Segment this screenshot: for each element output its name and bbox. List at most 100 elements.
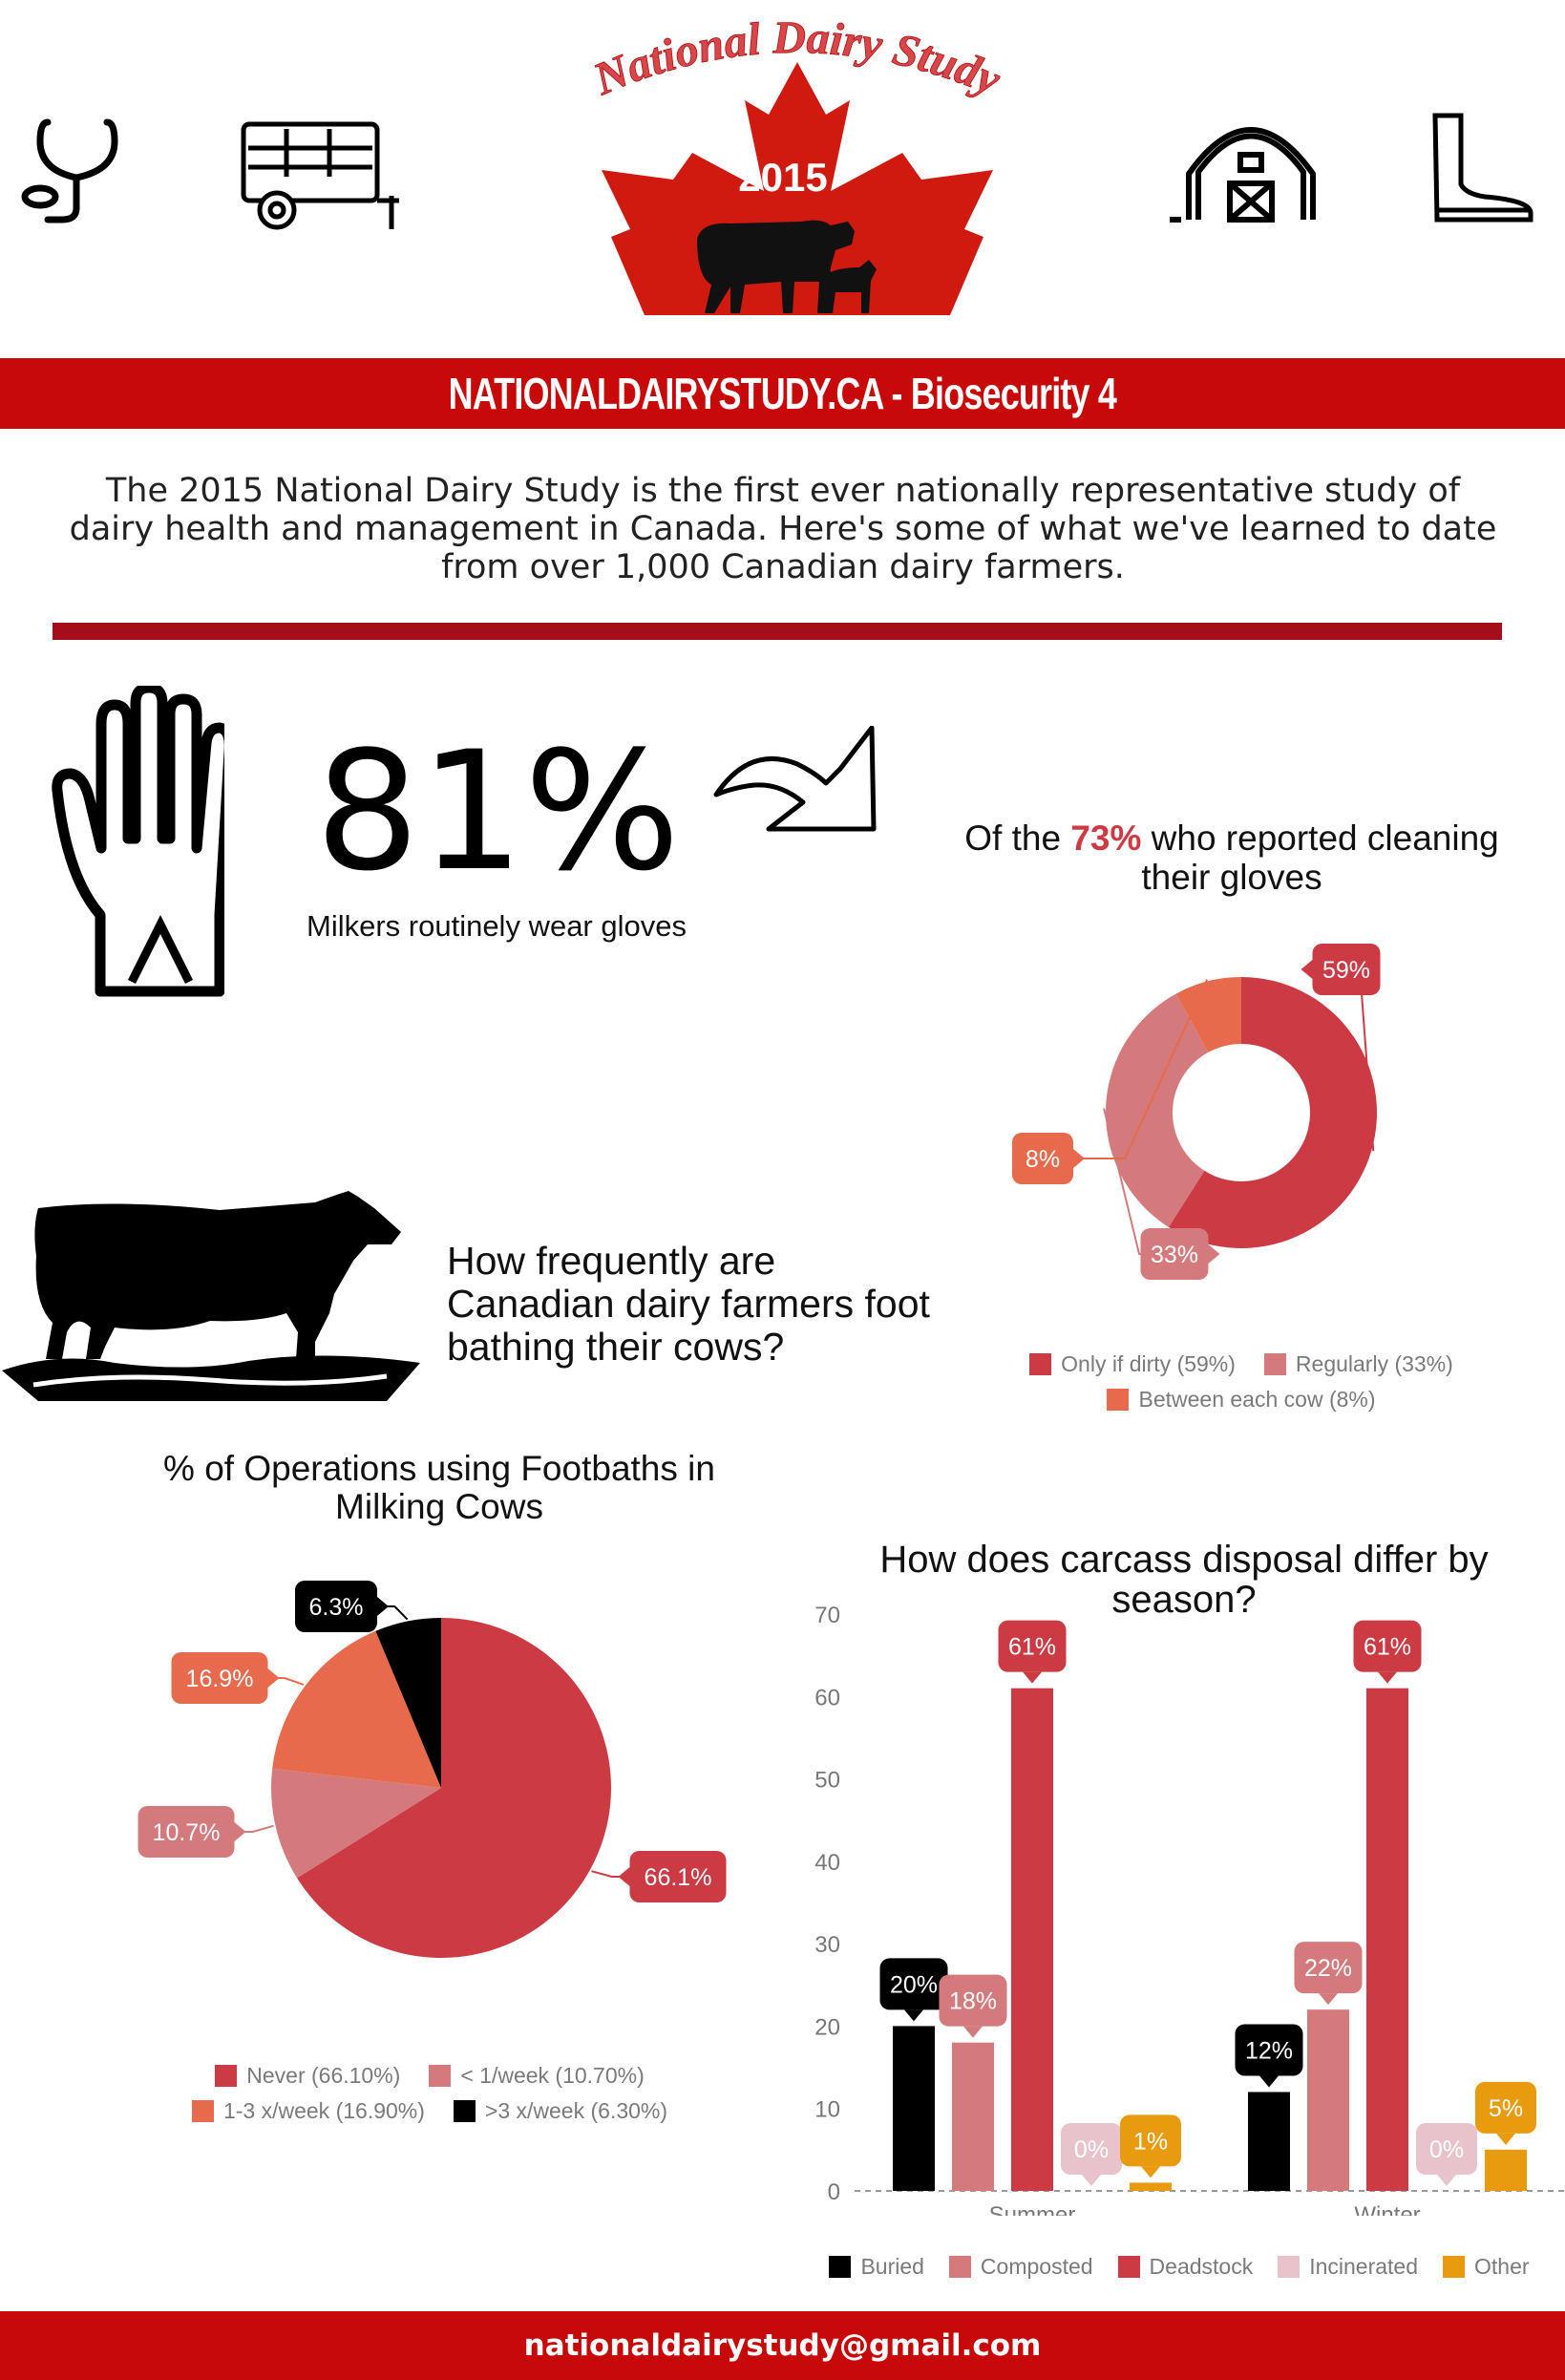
svg-text:61%: 61% — [1364, 1634, 1411, 1661]
cow-in-footbath-icon — [0, 1189, 434, 1409]
gloves-title-accent: 73% — [1070, 818, 1142, 858]
y-tick-label: 20 — [814, 2014, 840, 2040]
logo: National Dairy Study 2015 — [544, 10, 1041, 329]
title-banner: NATIONALDAIRYSTUDY.CA - Biosecurity 4 — [0, 358, 1565, 429]
legend-label: Deadstock — [1149, 2254, 1254, 2279]
legend-swatch — [1117, 2256, 1140, 2278]
bar-value-label: 0% — [1416, 2123, 1477, 2186]
svg-text:0%: 0% — [1074, 2136, 1109, 2163]
y-tick-label: 30 — [814, 1932, 840, 1958]
footer-bar: nationaldairystudy@gmail.com — [0, 2311, 1565, 2380]
bar-value-label: 22% — [1294, 1942, 1363, 2006]
legend-swatch — [1029, 1353, 1052, 1375]
svg-text:1%: 1% — [1133, 2128, 1168, 2155]
bar-value-label: 20% — [879, 1958, 948, 2022]
cow-and-calf-icon — [697, 220, 877, 313]
x-category-label: Winter — [1354, 2202, 1420, 2216]
footbath-chart-title: % of Operations using Footbaths in Milki… — [163, 1449, 715, 1526]
footbath-pie-chart: 66.1% 10.7% 16.9% 6.3% — [124, 1557, 735, 1967]
donut-legend: Only if dirty (59%) Regularly (33%) Betwee… — [993, 1351, 1490, 1413]
x-category-label: Summer — [989, 2202, 1076, 2216]
svg-text:33%: 33% — [1151, 1242, 1198, 1268]
svg-text:0%: 0% — [1429, 2136, 1464, 2163]
gloves-caption: Milkers routinely wear gloves — [307, 909, 687, 943]
svg-text:18%: 18% — [949, 1988, 997, 2015]
contact-email[interactable]: nationaldairystudy@gmail.com — [523, 2328, 1042, 2363]
legend-label: Incinerated — [1309, 2254, 1419, 2279]
bar-legend-item: Deadstock — [1117, 2254, 1254, 2280]
pie-value-label: 10.7% — [137, 1806, 246, 1858]
donut-slice-only-if-dirty-59 — [1168, 977, 1377, 1248]
bar-legend-item: Other — [1443, 2254, 1530, 2280]
rubber-boot-icon — [1428, 113, 1537, 227]
legend-label: >3 x/week (6.30%) — [484, 2098, 668, 2123]
legend-swatch — [829, 2256, 852, 2278]
bar-other-winter — [1485, 2149, 1527, 2191]
donut-slice-between-each-cow-8 — [1175, 977, 1241, 1052]
gloves-stat: 81% — [315, 715, 681, 907]
carcass-chart-title: How does carcass disposal differ by seas… — [879, 1539, 1489, 1621]
bar-value-label: 18% — [939, 1974, 1007, 2038]
bar-value-label: 1% — [1120, 2114, 1181, 2178]
pie-slice-1-week-10-70 — [271, 1768, 441, 1879]
legend-swatch — [1107, 1389, 1130, 1411]
pie-legend-item: >3 x/week (6.30%) — [453, 2098, 668, 2124]
banner-title: NATIONALDAIRYSTUDY.CA - Biosecurity 4 — [448, 369, 1117, 418]
bar-composted-winter — [1307, 2009, 1349, 2191]
stethoscope-icon — [19, 113, 148, 227]
svg-text:59%: 59% — [1322, 957, 1370, 984]
curved-arrow-icon — [711, 726, 878, 836]
legend-swatch — [948, 2256, 971, 2278]
svg-text:20%: 20% — [890, 1971, 938, 1998]
svg-text:22%: 22% — [1304, 1955, 1352, 1982]
pie-slice-never-66-10 — [297, 1618, 611, 1958]
legend-label: Only if dirty (59%) — [1061, 1351, 1236, 1376]
legend-label: 1-3 x/week (16.90%) — [222, 2098, 425, 2123]
pie-value-label: 6.3% — [295, 1581, 389, 1632]
carcass-legend: Buried Composted Deadstock Incinerated Other — [802, 2254, 1556, 2280]
bar-buried-summer — [893, 2026, 935, 2191]
pie-slice-1-3-x-week-16-90 — [272, 1630, 441, 1788]
donut-legend-item: Regularly (33%) — [1263, 1351, 1453, 1377]
glove-cleaning-donut-chart: 59% 33% 8% — [993, 936, 1413, 1299]
pie-slice-3-x-week-6-30 — [375, 1618, 441, 1788]
legend-label: Buried — [860, 2254, 924, 2279]
svg-text:10.7%: 10.7% — [153, 1819, 221, 1846]
footbath-legend: Never (66.10%) < 1/week (10.70%) 1-3 x/wee… — [134, 2063, 726, 2124]
y-tick-label: 40 — [814, 1850, 840, 1876]
bar-deadstock-winter — [1366, 1688, 1408, 2191]
y-tick-label: 10 — [814, 2097, 840, 2123]
glove-icon — [48, 686, 224, 1001]
legend-label: Between each cow (8%) — [1138, 1387, 1376, 1412]
legend-swatch — [1278, 2256, 1301, 2278]
y-tick-label: 50 — [814, 1768, 840, 1794]
bar-value-label: 61% — [998, 1620, 1067, 1684]
svg-text:16.9%: 16.9% — [186, 1666, 254, 1692]
pie-legend-item: < 1/week (10.70%) — [429, 2063, 645, 2089]
bar-legend-item: Composted — [948, 2254, 1093, 2280]
donut-value-label: 33% — [1140, 1228, 1220, 1280]
carcass-bar-chart: 0 10 20 30 40 50 60 70 20% 18% 61% 0% 1% Summer 12% 22%… — [793, 1585, 1565, 2228]
section-divider — [53, 623, 1502, 640]
svg-text:61%: 61% — [1008, 1634, 1056, 1661]
y-tick-label: 0 — [828, 2179, 840, 2205]
svg-text:5%: 5% — [1489, 2095, 1523, 2122]
gloves-title-pre: Of the — [964, 818, 1062, 858]
donut-leader-line — [1077, 979, 1209, 1159]
legend-swatch — [429, 2065, 452, 2087]
logo-year: 2015 — [738, 155, 827, 200]
intro-paragraph: The 2015 National Dairy Study is the fir… — [69, 472, 1497, 586]
bar-value-label: 5% — [1475, 2081, 1536, 2145]
svg-text:12%: 12% — [1245, 2037, 1293, 2064]
pie-value-label: 66.1% — [618, 1851, 727, 1902]
legend-label: < 1/week (10.70%) — [460, 2063, 645, 2088]
svg-text:8%: 8% — [1026, 1146, 1060, 1173]
legend-swatch — [1443, 2256, 1466, 2278]
footbath-question: How frequently are Canadian dairy farmer… — [447, 1239, 930, 1369]
svg-text:6.3%: 6.3% — [309, 1594, 364, 1621]
pie-legend-item: 1-3 x/week (16.90%) — [191, 2098, 425, 2124]
bar-value-label: 0% — [1061, 2123, 1122, 2186]
bar-legend-item: Buried — [829, 2254, 924, 2280]
gloves-chart-title: Of the 73% who reported cleaning their g… — [936, 818, 1528, 897]
pie-value-label: 16.9% — [171, 1652, 280, 1704]
